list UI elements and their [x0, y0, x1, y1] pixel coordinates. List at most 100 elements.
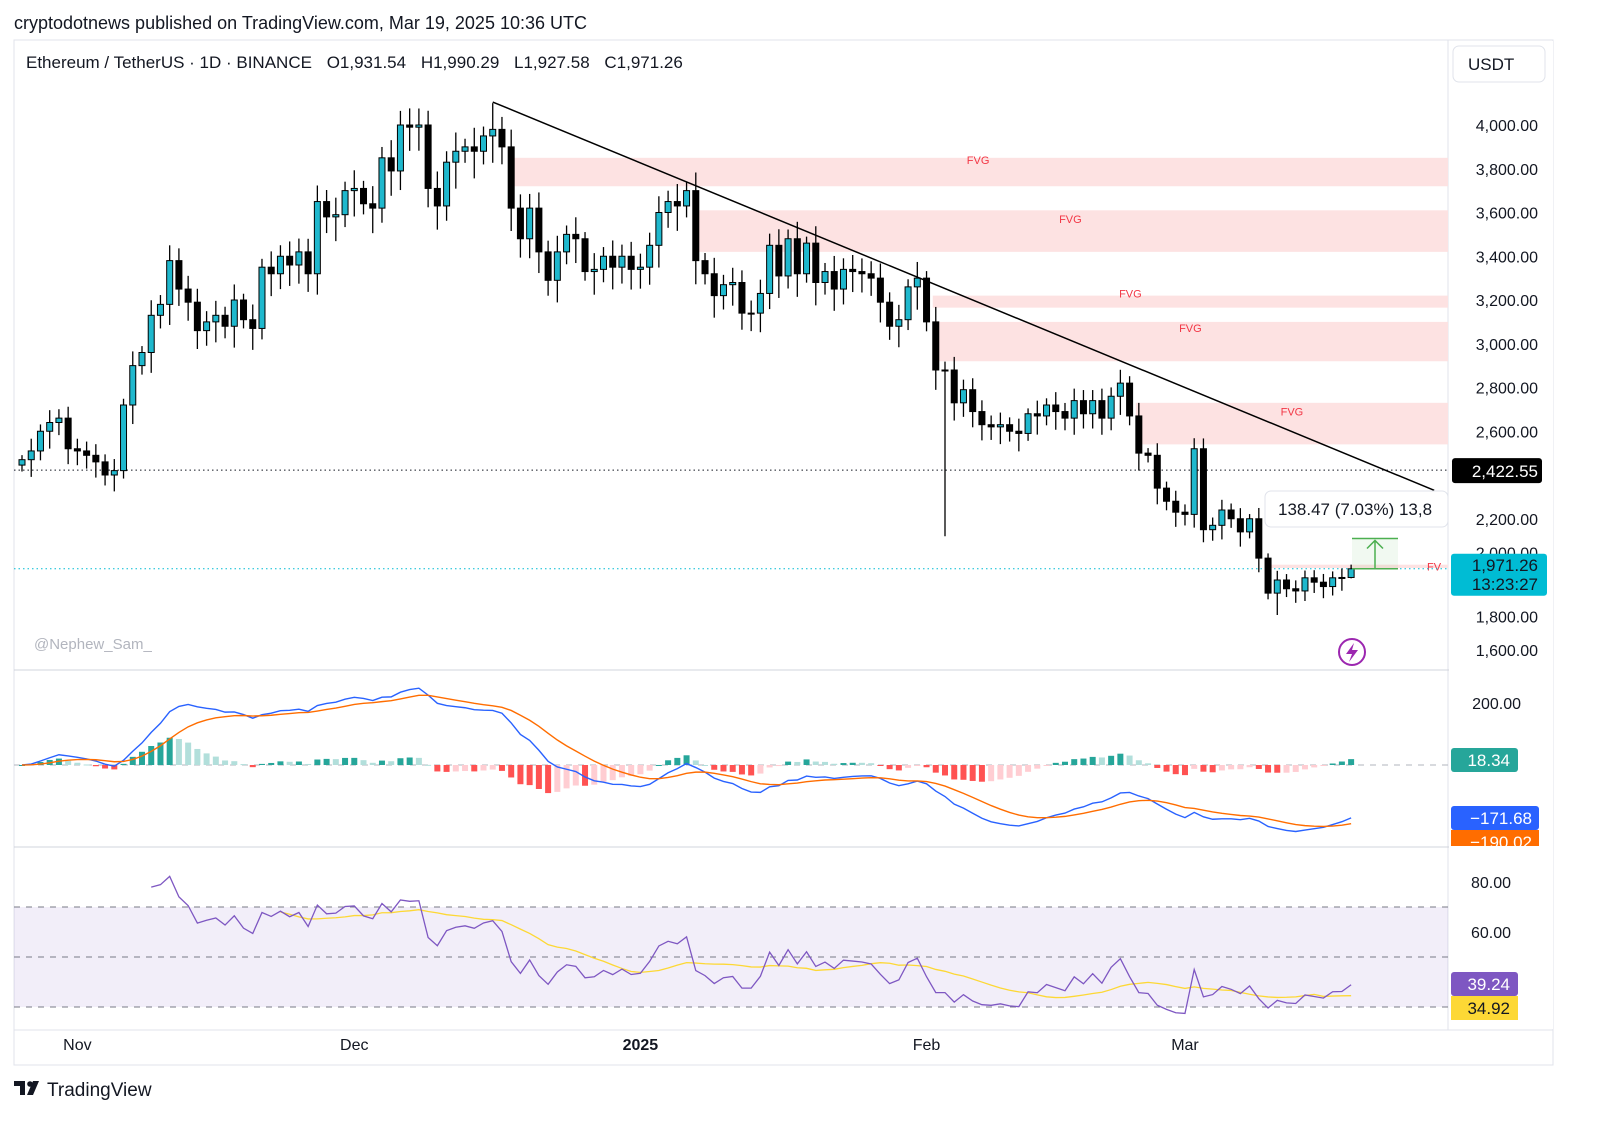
- candle: [1347, 564, 1355, 579]
- candle-body: [184, 288, 192, 303]
- candle-body: [1079, 400, 1087, 415]
- countdown-text: 13:23:27: [1472, 575, 1538, 594]
- macd-histogram-bar: [1191, 765, 1198, 769]
- candle-body: [719, 284, 727, 297]
- macd-histogram-bar: [1292, 765, 1299, 772]
- candle-body: [793, 238, 801, 275]
- macd-histogram-bar: [1329, 763, 1336, 765]
- macd-histogram-bar: [914, 765, 921, 766]
- candle-body: [1264, 557, 1272, 594]
- macd-histogram-bar: [757, 765, 764, 774]
- candle-body: [129, 365, 137, 406]
- time-tick: 2025: [623, 1037, 659, 1054]
- macd-histogram-bar: [194, 748, 201, 765]
- candle: [323, 190, 331, 234]
- candle-body: [609, 255, 617, 268]
- candle: [876, 263, 884, 323]
- candle: [120, 398, 128, 479]
- candle: [341, 181, 349, 228]
- candle-body: [830, 271, 838, 290]
- macd-histogram-bar: [129, 756, 136, 765]
- candle-body: [120, 404, 128, 472]
- candle: [959, 379, 967, 417]
- candle-body: [858, 271, 866, 275]
- candle: [618, 244, 626, 284]
- candle-body: [286, 255, 294, 266]
- candle-body: [1319, 581, 1327, 588]
- tradingview-wordmark: TradingView: [47, 1080, 152, 1101]
- candle-body: [618, 255, 626, 268]
- macd-histogram-bar: [609, 765, 616, 781]
- candle-body: [110, 470, 118, 476]
- candle-body: [480, 135, 487, 152]
- measure-tool[interactable]: 138.47 (7.03%) 13,8: [1264, 490, 1449, 570]
- candle-body: [987, 424, 995, 428]
- candle-body: [1153, 454, 1161, 489]
- macd-histogram-bar: [720, 765, 727, 772]
- rsi-tick: 60.00: [1471, 925, 1511, 942]
- macd-histogram-bar: [748, 765, 755, 776]
- candle: [1319, 573, 1327, 599]
- candle-body: [950, 369, 958, 404]
- candle-body: [1292, 588, 1300, 592]
- macd-histogram-bar: [738, 765, 745, 775]
- candle-body: [1033, 413, 1041, 417]
- candle-body: [692, 190, 700, 262]
- trendline-segment: [492, 101, 1435, 492]
- macd-histogram-bar: [1098, 757, 1105, 765]
- candle: [821, 262, 829, 295]
- candle-body: [978, 411, 986, 426]
- fvg-zones: FVG FVG FVG FVG FVG FV: [508, 155, 1448, 573]
- candle: [83, 441, 91, 469]
- candle: [1043, 398, 1051, 426]
- macd-histogram-bar: [203, 753, 210, 765]
- trendline[interactable]: [492, 101, 1435, 492]
- candle-body: [1098, 400, 1106, 419]
- candle-body: [627, 255, 635, 270]
- candle-body: [1135, 415, 1143, 454]
- candle-body: [1347, 568, 1355, 578]
- macd-histogram-bar: [997, 765, 1004, 780]
- candle: [452, 132, 460, 189]
- candle-body: [378, 157, 386, 209]
- price-axis[interactable]: 4,000.00 3,800.00 3,600.00 3,400.00 3,200.00…: [1449, 41, 1553, 1029]
- fvg-label: FVG: [1119, 289, 1142, 301]
- candle: [1163, 481, 1171, 511]
- macd-histogram-bar: [932, 765, 939, 773]
- currency-button[interactable]: USDT: [1452, 45, 1546, 83]
- legend: Ethereum / TetherUS · 1D · BINANCE O1,93…: [26, 53, 683, 72]
- macd-histogram-bar: [480, 765, 487, 771]
- rsi-ma-value: 34.92: [1467, 999, 1510, 1018]
- candle-body: [507, 146, 515, 209]
- candle: [609, 240, 617, 290]
- time-axis[interactable]: Nov Dec 2025 Feb Mar: [63, 1037, 1199, 1054]
- candle: [895, 304, 903, 348]
- candle: [692, 172, 700, 285]
- price-tick: 1,600.00: [1476, 643, 1538, 660]
- candle-body: [1043, 404, 1051, 417]
- candle-body: [443, 161, 451, 207]
- macd-histogram-bar: [489, 765, 496, 770]
- macd-histogram-bar: [628, 765, 635, 776]
- candle-body: [396, 124, 404, 172]
- candle: [1301, 570, 1309, 601]
- macd-histogram-bar: [314, 759, 321, 765]
- watermark: @Nephew_Sam_: [34, 636, 152, 653]
- lightning-icon[interactable]: [1338, 638, 1366, 666]
- candle: [1218, 499, 1226, 540]
- macd-value-label: [1451, 806, 1539, 830]
- candle: [193, 288, 201, 350]
- macd-histogram-bar: [111, 765, 118, 770]
- candle-body: [92, 454, 100, 463]
- macd-histogram-bar: [1043, 765, 1050, 766]
- histogram-value: 18.34: [1467, 751, 1510, 770]
- candle: [1236, 508, 1244, 547]
- candle: [673, 184, 681, 231]
- candle: [1033, 400, 1041, 435]
- tradingview-logo[interactable]: TradingView: [14, 1080, 152, 1101]
- candle: [406, 108, 414, 151]
- candle-body: [1199, 448, 1207, 531]
- macd-histogram-bar: [74, 762, 81, 765]
- macd-histogram-bar: [711, 765, 718, 770]
